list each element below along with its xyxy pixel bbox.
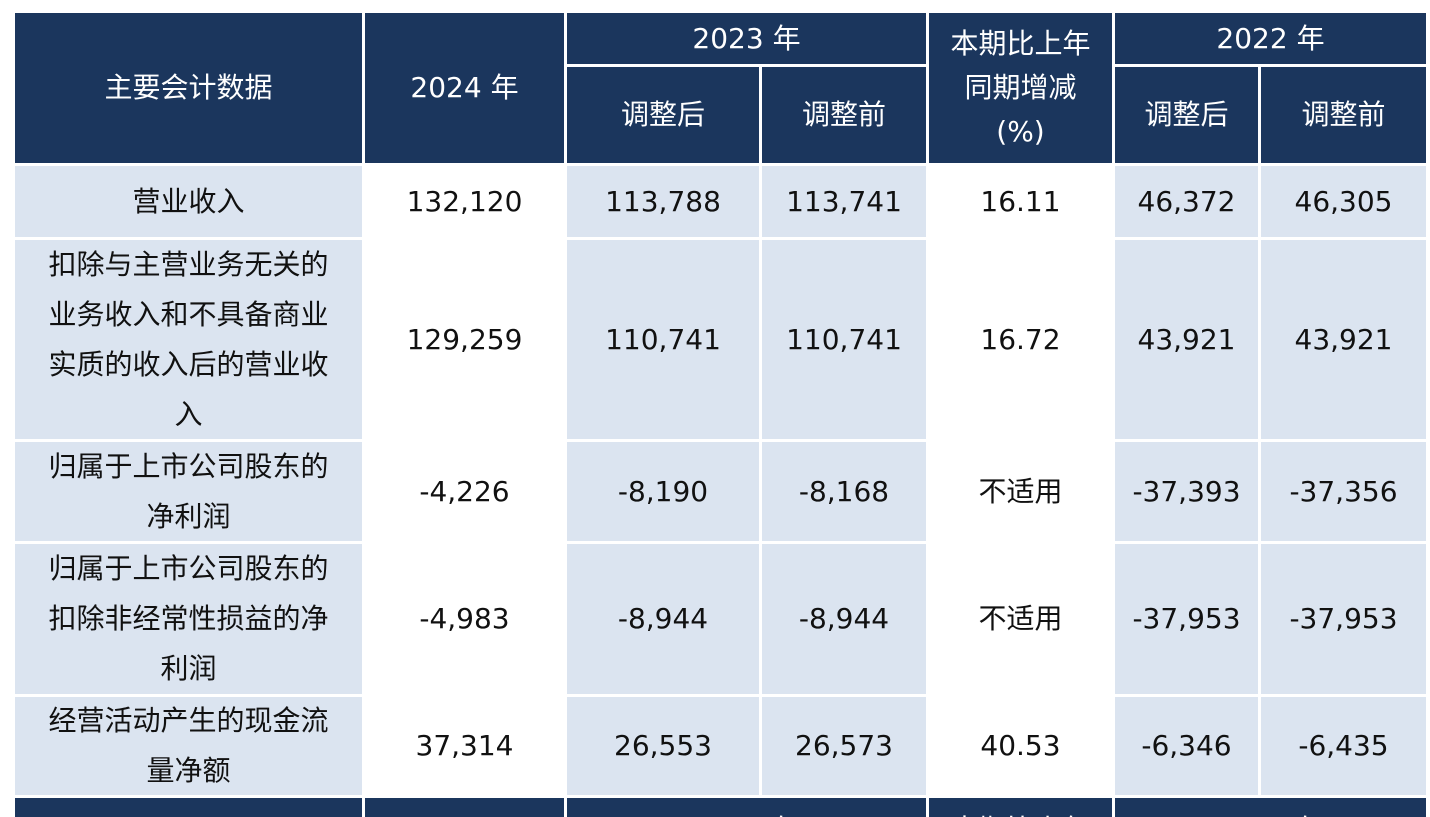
row-1-2023-before: 113,741 xyxy=(762,166,926,237)
repeat-header-change: 本期比上年 xyxy=(929,798,1112,817)
row-3-2022-before: -37,356 xyxy=(1261,442,1426,541)
row-1-2024: 132,120 xyxy=(365,166,564,237)
header-year-2024: 2024 年 xyxy=(365,13,564,163)
row-5-2023-before: 26,573 xyxy=(762,697,926,795)
row-4-2024: -4,983 xyxy=(365,544,564,694)
row-1-2022-before: 46,305 xyxy=(1261,166,1426,237)
row-4-2022-after: -37,953 xyxy=(1115,544,1258,694)
row-4-2022-before: -37,953 xyxy=(1261,544,1426,694)
row-3-2023-before: -8,168 xyxy=(762,442,926,541)
row-3-2022-after: -37,393 xyxy=(1115,442,1258,541)
header-change-line2: 同期增减 xyxy=(964,71,1077,104)
header-year-2023: 2023 年 xyxy=(567,13,926,64)
row-3-label: 归属于上市公司股东的净利润 xyxy=(15,442,362,541)
row-5-label: 经营活动产生的现金流量净额 xyxy=(15,697,362,795)
repeat-header-year-2022: 2022 年 xyxy=(1115,798,1426,817)
header-2023-adjusted-before: 调整前 xyxy=(762,67,926,163)
repeat-header-year-2023-text: 2023 年 xyxy=(692,806,800,817)
header-2023-adjusted-after: 调整后 xyxy=(567,67,759,163)
row-2-2022-after: 43,921 xyxy=(1115,240,1258,439)
row-3-change: 不适用 xyxy=(929,442,1112,541)
header-year-2022: 2022 年 xyxy=(1115,13,1426,64)
row-2-change: 16.72 xyxy=(929,240,1112,439)
row-5-2024: 37,314 xyxy=(365,697,564,795)
row-1-label: 营业收入 xyxy=(15,166,362,237)
row-2-2022-before: 43,921 xyxy=(1261,240,1426,439)
row-1-2023-after: 113,788 xyxy=(567,166,759,237)
row-4-change: 不适用 xyxy=(929,544,1112,694)
row-1-change: 16.11 xyxy=(929,166,1112,237)
header-change-line1: 本期比上年 xyxy=(950,27,1091,60)
row-5-2022-before: -6,435 xyxy=(1261,697,1426,795)
repeat-header-change-text: 本期比上年 xyxy=(950,806,1090,817)
row-3-2023-after: -8,190 xyxy=(567,442,759,541)
header-2022-adjusted-after: 调整后 xyxy=(1115,67,1258,163)
row-4-2023-before: -8,944 xyxy=(762,544,926,694)
row-2-2023-before: 110,741 xyxy=(762,240,926,439)
row-2-2023-after: 110,741 xyxy=(567,240,759,439)
row-4-2023-after: -8,944 xyxy=(567,544,759,694)
row-4-label: 归属于上市公司股东的扣除非经常性损益的净利润 xyxy=(15,544,362,694)
row-1-2022-after: 46,372 xyxy=(1115,166,1258,237)
row-5-2023-after: 26,553 xyxy=(567,697,759,795)
repeat-header-metric-col xyxy=(15,798,362,817)
row-5-change: 40.53 xyxy=(929,697,1112,795)
row-2-2024: 129,259 xyxy=(365,240,564,439)
row-5-2022-after: -6,346 xyxy=(1115,697,1258,795)
header-2022-adjusted-before: 调整前 xyxy=(1261,67,1426,163)
header-change-pct: 本期比上年 同期增减 (%) xyxy=(929,13,1112,163)
header-change-line3: (%) xyxy=(996,115,1045,148)
repeat-header-year-2022-text: 2022 年 xyxy=(1216,806,1324,817)
repeat-header-year-2024 xyxy=(365,798,564,817)
repeat-header-year-2023: 2023 年 xyxy=(567,798,926,817)
row-2-label: 扣除与主营业务无关的业务收入和不具备商业实质的收入后的营业收入 xyxy=(15,240,362,439)
row-3-2024: -4,226 xyxy=(365,442,564,541)
header-metric-col: 主要会计数据 xyxy=(15,13,362,163)
